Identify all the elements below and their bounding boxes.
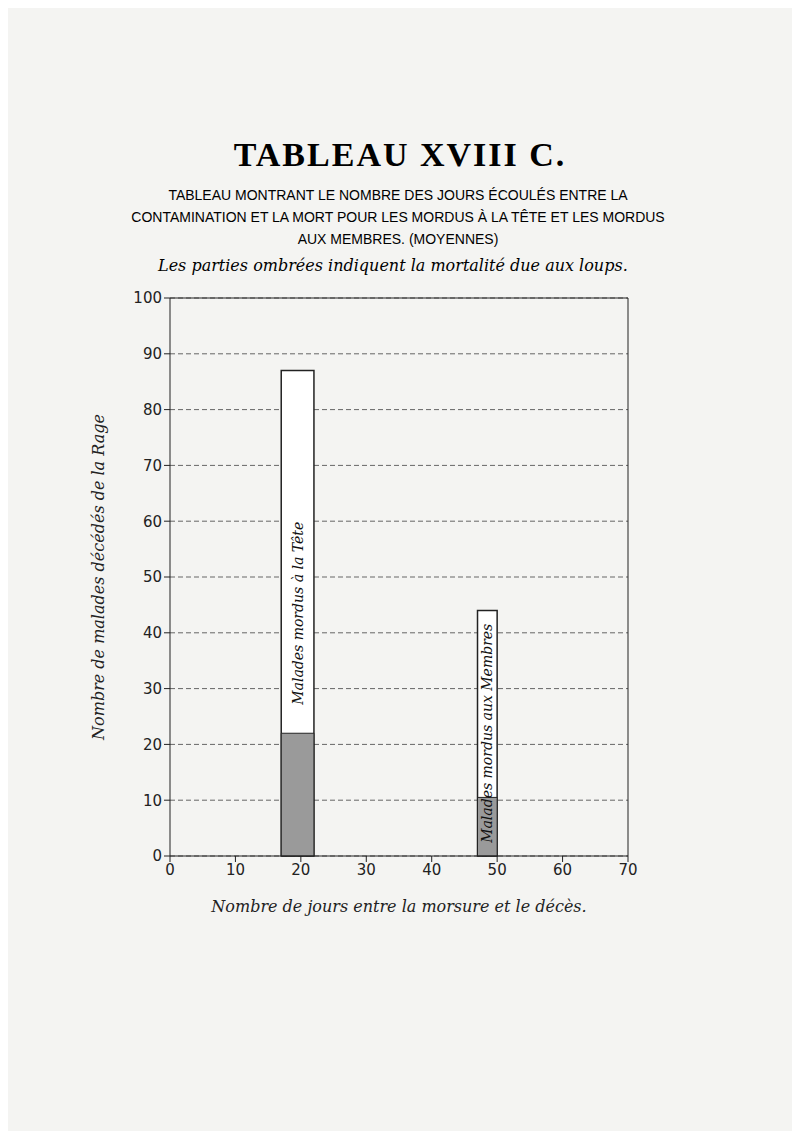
svg-text:90: 90 bbox=[143, 345, 162, 363]
svg-text:40: 40 bbox=[143, 624, 162, 642]
svg-text:30: 30 bbox=[357, 861, 376, 879]
svg-text:10: 10 bbox=[226, 861, 245, 879]
html-text:TABLEAU XVIII C.: TABLEAU XVIII C. bbox=[233, 136, 567, 173]
svg-text:40: 40 bbox=[422, 861, 441, 879]
html-text:Les parties ombrées indiquent: Les parties ombrées indiquent la mortali… bbox=[158, 256, 628, 275]
svg-text:Malades mordus à la Tête: Malades mordus à la Tête bbox=[290, 522, 306, 706]
html-text:TABLEAU MONTRANT LE NOMBRE DES: TABLEAU MONTRANT LE NOMBRE DES JOURS ÉCO… bbox=[131, 187, 665, 247]
svg-text:0: 0 bbox=[152, 847, 162, 865]
svg-text:60: 60 bbox=[143, 513, 162, 531]
svg-text:Nombre de jours entre la morsu: Nombre de jours entre la morsure et le d… bbox=[210, 897, 586, 916]
svg-text:80: 80 bbox=[143, 401, 162, 419]
svg-text:60: 60 bbox=[553, 861, 572, 879]
svg-text:20: 20 bbox=[291, 861, 310, 879]
svg-text:50: 50 bbox=[488, 861, 507, 879]
svg-text:30: 30 bbox=[143, 680, 162, 698]
svg-text:Nombre de malades décédés de l: Nombre de malades décédés de la Rage bbox=[89, 414, 108, 741]
svg-text:70: 70 bbox=[618, 861, 637, 879]
svg-text:70: 70 bbox=[143, 457, 162, 475]
svg-text:Malades mordus aux Membres: Malades mordus aux Membres bbox=[479, 624, 495, 844]
svg-text:50: 50 bbox=[143, 568, 162, 586]
svg-text:20: 20 bbox=[143, 736, 162, 754]
svg-text:0: 0 bbox=[165, 861, 175, 879]
svg-text:10: 10 bbox=[143, 792, 162, 810]
svg-text:100: 100 bbox=[133, 289, 162, 307]
